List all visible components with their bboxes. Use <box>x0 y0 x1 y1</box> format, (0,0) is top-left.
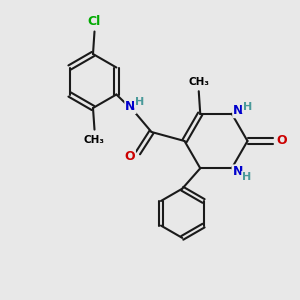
Text: CH₃: CH₃ <box>84 135 105 146</box>
Text: CH₃: CH₃ <box>188 76 209 87</box>
Text: H: H <box>135 97 144 107</box>
Text: N: N <box>233 104 244 117</box>
Text: N: N <box>125 100 136 113</box>
Text: N: N <box>232 165 243 178</box>
Text: O: O <box>124 149 135 163</box>
Text: H: H <box>243 102 252 112</box>
Text: O: O <box>276 134 287 148</box>
Text: Cl: Cl <box>88 15 101 28</box>
Text: H: H <box>242 172 251 182</box>
